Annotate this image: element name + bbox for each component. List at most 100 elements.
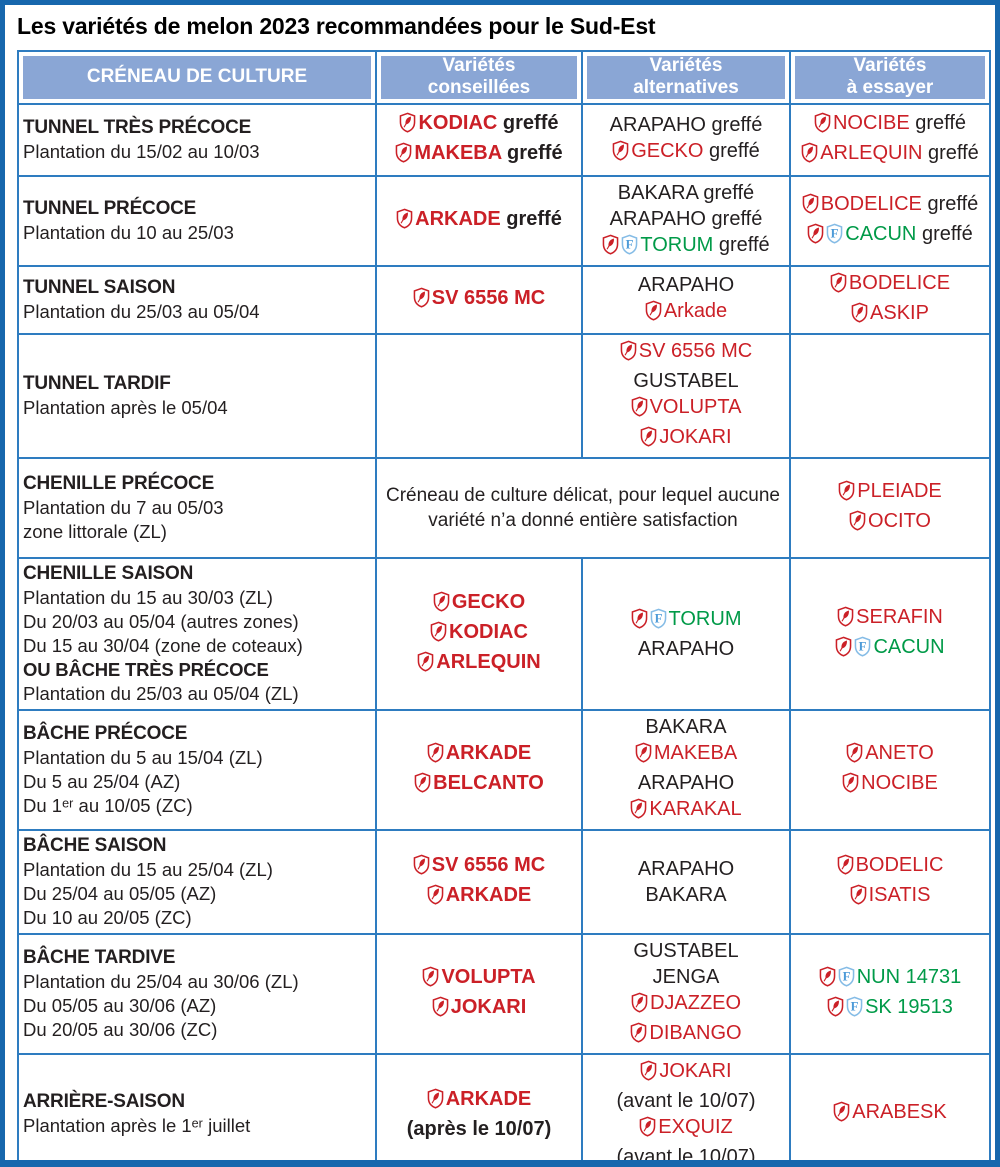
variety-name: ARAPAHO xyxy=(637,273,735,296)
variety-item: ISATIS xyxy=(795,882,985,912)
creneau-cell: TUNNEL TARDIF Plantation après le 05/04 xyxy=(17,332,377,459)
variety-name: BAKARA xyxy=(645,883,727,906)
variety-name: SV 6556 MC xyxy=(431,853,546,876)
essayer-cell: ARABESK xyxy=(789,1052,991,1160)
variety-item: ARLEQUIN greffé xyxy=(795,140,985,170)
conseillees-cell: ARKADE BELCANTO xyxy=(375,708,583,831)
variety-name: KARAKAL xyxy=(649,797,742,820)
ir-ag-shield-leaf-icon xyxy=(432,996,449,1024)
variety-item: NOCIBE greffé xyxy=(795,110,985,140)
note-cell: Créneau de culture délicat, pour lequel … xyxy=(375,456,791,559)
essayer-cell: BODELICE greffé F CACUN greffé xyxy=(789,174,991,267)
table-row: TUNNEL PRÉCOCE Plantation du 10 au 25/03 A… xyxy=(17,174,991,267)
creneau-line: Plantation du 15 au 25/04 (ZL) xyxy=(23,858,273,880)
variety-item: BODELICE xyxy=(795,270,985,300)
conseillees-cell xyxy=(375,332,583,459)
variety-item: DIBANGO xyxy=(587,1020,785,1050)
creneau-cell: TUNNEL PRÉCOCE Plantation du 10 au 25/03 xyxy=(17,174,377,267)
column-header-creneau: CRÉNEAU DE CULTURE xyxy=(17,50,377,105)
variety-name: ARKADE xyxy=(445,1087,532,1110)
variety-name: JOKARI xyxy=(450,995,527,1018)
variety-name: DJAZZEO xyxy=(649,991,742,1014)
variety-item: NOCIBE xyxy=(795,770,985,800)
alternatives-cell: F TORUM ARAPAHO xyxy=(581,556,791,711)
variety-name: Arkade xyxy=(663,299,728,322)
creneau-line: Du 1ᵉʳ au 10/05 (ZC) xyxy=(23,794,193,816)
variety-name: ASKIP xyxy=(870,301,929,324)
variety-name: TORUM xyxy=(668,607,742,630)
variety-name: DIBANGO xyxy=(649,1021,742,1044)
creneau-line: Plantation du 15/02 au 10/03 xyxy=(23,140,260,162)
creneau-heading: BÂCHE SAISON xyxy=(23,834,167,856)
ir-ag-shield-leaf-icon xyxy=(417,651,434,679)
essayer-cell: ANETO NOCIBE xyxy=(789,708,991,831)
variety-suffix: greffé xyxy=(697,181,755,204)
ir-ag-shield-leaf-icon xyxy=(631,396,648,424)
variety-item: ARAPAHO xyxy=(587,856,785,882)
ir-ag-shield-leaf-icon xyxy=(631,608,648,636)
creneau-heading: BÂCHE PRÉCOCE xyxy=(23,722,188,744)
variety-name: ARLEQUIN xyxy=(436,650,541,673)
ir-ag-shield-leaf-icon xyxy=(837,854,854,882)
variety-item: OCITO xyxy=(795,508,985,538)
variety-name: BODELICE xyxy=(820,192,922,215)
ir-ag-shield-leaf-icon xyxy=(635,742,652,770)
variety-name: ARAPAHO xyxy=(637,637,735,660)
alternatives-cell: BAKARA greffé ARAPAHO greffé F TORUM greffé xyxy=(581,174,791,267)
svg-text:F: F xyxy=(831,227,839,241)
variety-table-body: TUNNEL TRÈS PRÉCOCE Plantation du 15/02 a… xyxy=(17,102,991,1160)
ir-ag-shield-leaf-icon xyxy=(430,621,447,649)
variety-item: ARKADE greffé xyxy=(381,206,577,236)
variety-item: GUSTABEL xyxy=(587,938,785,964)
creneau-heading: CHENILLE SAISON xyxy=(23,562,194,584)
variety-name: KODIAC xyxy=(449,620,528,643)
ir-ag-shield-leaf-icon xyxy=(413,287,430,315)
variety-item: SV 6556 MC xyxy=(587,338,785,368)
ir-ag-shield-leaf-icon xyxy=(433,591,450,619)
ir-ag-shield-leaf-icon xyxy=(645,300,662,328)
creneau-cell: BÂCHE SAISON Plantation du 15 au 25/04 (Z… xyxy=(17,828,377,935)
variety-name: BAKARA xyxy=(617,181,698,204)
variety-item: (avant le 10/07) xyxy=(587,1144,785,1160)
alternatives-cell: SV 6556 MC GUSTABEL VOLUPTA JOKARI xyxy=(581,332,791,459)
variety-name: ANETO xyxy=(865,741,934,764)
creneau-line: zone littorale (ZL) xyxy=(23,520,167,542)
variety-suffix: greffé xyxy=(703,139,760,162)
variety-name: BODELIC xyxy=(855,853,944,876)
variety-name: JOKARI xyxy=(659,1059,732,1082)
variety-name: OCITO xyxy=(868,509,931,532)
variety-item: ARKADE xyxy=(381,882,577,912)
conseillees-cell: ARKADE greffé xyxy=(375,174,583,267)
ir-ag-shield-leaf-icon xyxy=(640,1060,657,1088)
svg-text:F: F xyxy=(842,970,850,984)
variety-suffix: greffé xyxy=(916,222,973,245)
creneau-heading: TUNNEL SAISON xyxy=(23,276,176,298)
essayer-cell xyxy=(789,332,991,459)
ir-ag-shield-leaf-icon xyxy=(838,480,855,508)
conseillees-cell: VOLUPTA JOKARI xyxy=(375,932,583,1055)
variety-item: F CACUN greffé xyxy=(795,221,985,251)
creneau-line: Du 20/05 au 30/06 (ZC) xyxy=(23,1018,218,1040)
ir-ag-shield-leaf-icon xyxy=(835,636,852,664)
ir-ag-shield-leaf-icon xyxy=(640,426,657,454)
variety-name: ARAPAHO xyxy=(609,113,706,136)
creneau-line: OU BÂCHE TRÈS PRÉCOCE xyxy=(23,658,269,680)
table-row: TUNNEL TARDIF Plantation après le 05/04 SV… xyxy=(17,332,991,459)
variety-suffix: greffé xyxy=(497,111,559,134)
variety-name: JOKARI xyxy=(659,425,732,448)
table-row: BÂCHE PRÉCOCE Plantation du 5 au 15/04 (Z… xyxy=(17,708,991,831)
ir-ag-shield-leaf-icon xyxy=(802,193,819,221)
variety-item: F TORUM xyxy=(587,606,785,636)
variety-name: ARKADE xyxy=(445,741,532,764)
variety-item: ARAPAHO greffé xyxy=(587,206,785,232)
ir-fom-shield-f-icon: F xyxy=(826,223,843,251)
variety-item: SERAFIN xyxy=(795,604,985,634)
essayer-cell: SERAFIN F CACUN xyxy=(789,556,991,711)
ir-ag-shield-leaf-icon xyxy=(427,884,444,912)
creneau-heading: TUNNEL TARDIF xyxy=(23,372,171,394)
variety-item: ARAPAHO greffé xyxy=(587,112,785,138)
variety-suffix: greffé xyxy=(501,141,563,164)
variety-item: KODIAC xyxy=(381,619,577,649)
variety-name: ARAPAHO xyxy=(637,771,735,794)
